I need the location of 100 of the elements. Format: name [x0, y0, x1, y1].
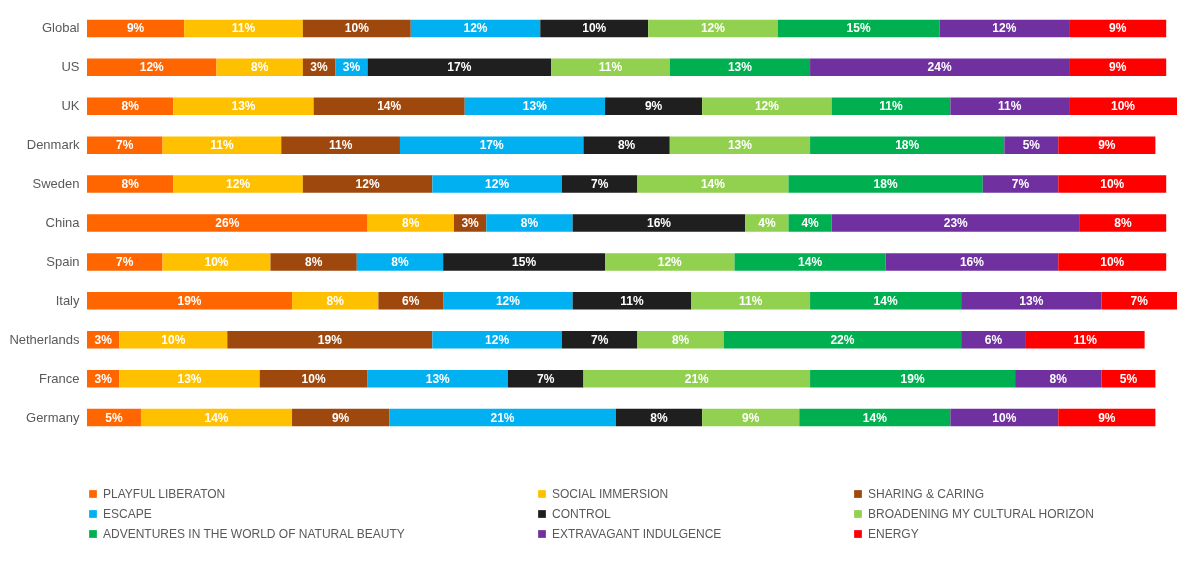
- bar: [367, 214, 454, 232]
- legend-label: SOCIAL IMMERSION: [552, 487, 669, 501]
- data-label: 16%: [646, 216, 672, 230]
- data-label: 10%: [344, 21, 370, 36]
- bar: [939, 19, 1070, 38]
- data-label: 7%: [116, 138, 134, 153]
- y-tick-label: France: [39, 370, 80, 386]
- data-label: 19%: [177, 293, 202, 308]
- y-tick-label: Global: [41, 20, 80, 36]
- bar: [270, 253, 357, 271]
- bar: [723, 330, 962, 349]
- bar: [87, 292, 293, 310]
- data-label: 7%: [536, 371, 555, 386]
- legend-label: BROADENING MY CULTURAL HORIZON: [868, 507, 1094, 521]
- bar: [669, 136, 811, 154]
- data-label: 10%: [992, 410, 1017, 425]
- y-tick-label: Italy: [55, 292, 80, 308]
- data-label: 24%: [927, 60, 952, 75]
- data-label: 17%: [447, 60, 472, 75]
- data-label: 8%: [402, 216, 420, 230]
- bar: [389, 408, 616, 427]
- bar: [173, 175, 303, 193]
- bar: [810, 136, 1005, 154]
- data-label: 7%: [1011, 177, 1030, 192]
- data-label: 19%: [317, 332, 343, 347]
- bar: [1101, 292, 1177, 310]
- data-label: 3%: [94, 332, 113, 347]
- bar: [691, 292, 811, 310]
- bar: [810, 292, 962, 310]
- bar: [87, 253, 163, 271]
- data-label: 18%: [895, 138, 920, 153]
- bar: [162, 253, 271, 271]
- data-label: 9%: [331, 410, 350, 425]
- data-label: 23%: [943, 216, 969, 230]
- data-label: 12%: [754, 99, 780, 114]
- bar: [281, 136, 400, 154]
- bar: [1058, 253, 1167, 271]
- data-label: 3%: [342, 60, 361, 75]
- data-label: 8%: [391, 254, 409, 269]
- bar: [831, 214, 1080, 232]
- bar: [572, 292, 692, 310]
- data-label: 12%: [463, 21, 488, 36]
- bar: [810, 369, 1016, 388]
- data-label: 5%: [105, 410, 123, 425]
- bar: [313, 97, 465, 116]
- data-label: 11%: [739, 293, 763, 308]
- data-label: 9%: [1098, 410, 1116, 425]
- bar: [1058, 175, 1167, 193]
- bar: [184, 19, 303, 38]
- data-label: 8%: [1049, 371, 1068, 386]
- data-label: 13%: [727, 60, 753, 75]
- data-label: 7%: [590, 332, 609, 347]
- bar: [227, 330, 433, 349]
- data-label: 8%: [520, 216, 539, 230]
- bar: [799, 408, 951, 427]
- data-label: 8%: [251, 60, 269, 75]
- data-label: 9%: [1098, 138, 1116, 153]
- data-label: 15%: [846, 21, 871, 36]
- data-label: 11%: [598, 60, 623, 75]
- data-label: 10%: [582, 21, 607, 36]
- bar: [162, 136, 282, 154]
- legend-label: ESCAPE: [103, 507, 152, 521]
- bar: [87, 214, 368, 232]
- data-label: 14%: [377, 99, 402, 114]
- data-label: 9%: [1108, 60, 1127, 75]
- bar: [950, 97, 1070, 116]
- bar: [292, 292, 379, 310]
- data-label: 4%: [758, 216, 776, 230]
- data-label: 13%: [727, 138, 753, 153]
- bar: [583, 136, 670, 154]
- data-label: 6%: [984, 332, 1003, 347]
- data-label: 10%: [1100, 254, 1125, 269]
- bar: [399, 136, 584, 154]
- data-label: 12%: [485, 177, 510, 192]
- data-label: 12%: [992, 21, 1017, 36]
- bar: [637, 175, 789, 193]
- data-label: 13%: [1019, 293, 1044, 308]
- data-label: 12%: [355, 177, 380, 192]
- bar: [432, 330, 562, 349]
- bar: [1058, 136, 1156, 154]
- data-label: 8%: [304, 254, 323, 269]
- data-label: 13%: [425, 371, 451, 386]
- data-label: 14%: [700, 177, 726, 192]
- bar: [443, 292, 573, 310]
- data-label: 11%: [328, 138, 353, 153]
- bar: [119, 369, 260, 388]
- bar: [1004, 136, 1059, 154]
- data-label: 8%: [121, 99, 140, 114]
- data-label: 9%: [1108, 21, 1127, 36]
- data-label: 12%: [226, 177, 251, 192]
- data-label: 6%: [402, 293, 420, 308]
- bar: [1025, 330, 1145, 349]
- data-label: 8%: [617, 138, 636, 153]
- y-tick-label: Denmark: [26, 137, 80, 153]
- bar: [572, 214, 746, 232]
- bar: [173, 97, 314, 116]
- data-label: 13%: [231, 99, 256, 114]
- bar: [87, 19, 185, 38]
- legend-label: CONTROL: [552, 507, 611, 521]
- y-tick-label: Netherlands: [9, 331, 80, 347]
